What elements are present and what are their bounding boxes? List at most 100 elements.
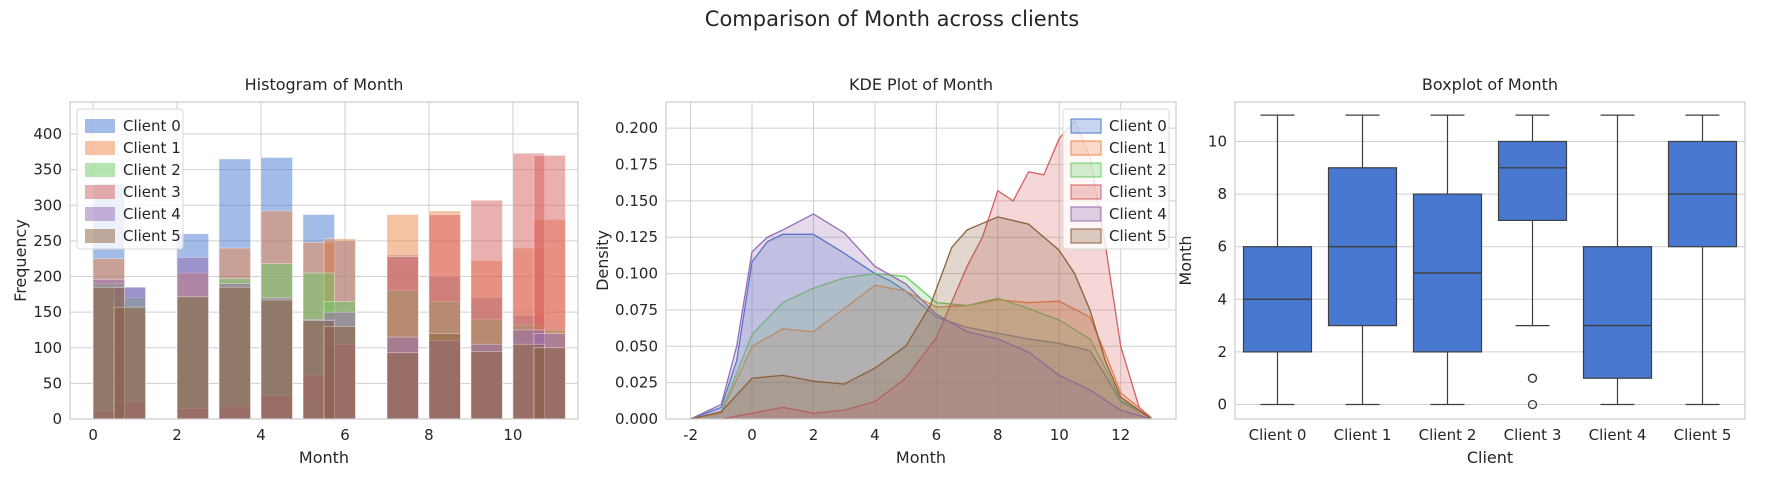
legend-swatch: [85, 163, 115, 177]
y-tick-label: 6: [1217, 238, 1227, 256]
plot-frame: [1234, 101, 1746, 420]
x-tick-label: Client 1: [1334, 426, 1392, 444]
legend-label: Client 3: [123, 183, 181, 201]
x-tick-label: -2: [683, 426, 698, 444]
y-tick-label: 0.000: [615, 410, 658, 428]
kde-area: [690, 234, 1152, 419]
legend-label: Client 5: [1109, 227, 1167, 245]
x-tick-label: 6: [340, 426, 350, 444]
kde-area: [690, 273, 1152, 419]
histogram-bar: [260, 299, 293, 420]
histogram-bar: [428, 333, 461, 420]
legend-label: Client 4: [123, 205, 181, 223]
figure-suptitle: Comparison of Month across clients: [705, 7, 1079, 31]
x-tick-label: 0: [747, 426, 757, 444]
y-axis-label: Month: [1176, 235, 1195, 285]
y-tick-label: 400: [33, 125, 62, 143]
x-tick-label: Client 3: [1504, 426, 1562, 444]
y-tick-label: 8: [1217, 185, 1227, 203]
y-axis-label: Frequency: [11, 219, 30, 302]
y-tick-label: 50: [43, 374, 62, 392]
kde-area: [690, 285, 1152, 419]
legend-label: Client 2: [1109, 161, 1167, 179]
histogram-bar: [113, 306, 146, 420]
kde-area: [690, 213, 1152, 419]
legend-swatch: [85, 141, 115, 155]
x-tick-label: 12: [1111, 426, 1130, 444]
x-tick-label: 4: [870, 426, 880, 444]
histogram-bar: [218, 286, 251, 420]
y-tick-label: 0: [52, 410, 62, 428]
y-tick-label: 300: [33, 196, 62, 214]
kde-area: [690, 216, 1152, 419]
plot-frame: [69, 101, 579, 420]
box-iqr: [1497, 140, 1568, 221]
x-tick-label: Client 0: [1249, 426, 1307, 444]
y-tick-label: 4: [1217, 290, 1227, 308]
histogram-bar: [470, 351, 503, 420]
x-tick-label: Client 4: [1589, 426, 1647, 444]
legend-swatch: [1070, 206, 1102, 222]
histogram-panel: 0 2 4 6 8 10050100150200250300350400Histogram…: [11, 75, 579, 467]
legend-swatch: [1070, 228, 1102, 244]
kde-line: [690, 284, 1152, 420]
x-tick-label: 0: [88, 426, 98, 444]
legend-label: Client 1: [123, 139, 181, 157]
x-axis-label: Client: [1467, 448, 1513, 467]
y-tick-label: 0.150: [615, 192, 658, 210]
legend-label: Client 0: [1109, 117, 1167, 135]
box-outlier: [1527, 373, 1538, 383]
kde-line: [690, 216, 1152, 420]
y-tick-label: 100: [33, 339, 62, 357]
panel-title: Histogram of Month: [245, 75, 404, 94]
legend-label: Client 3: [1109, 183, 1167, 201]
y-axis-label: Density: [593, 230, 612, 291]
x-axis-label: Month: [896, 448, 946, 467]
legend-swatch: [85, 229, 115, 243]
legend-swatch: [1070, 184, 1102, 200]
kde-line: [690, 213, 1152, 420]
panel-title: KDE Plot of Month: [849, 75, 993, 94]
histogram-bar: [176, 296, 209, 420]
x-tick-label: Client 2: [1419, 426, 1477, 444]
legend-label: Client 0: [123, 117, 181, 135]
boxplot-panel: Client 0 Client 1 Client 2 Client 3 Client 4…: [1176, 75, 1746, 467]
y-tick-label: 0.175: [615, 156, 658, 174]
y-tick-label: 0.025: [615, 374, 658, 392]
histogram-bar: [386, 352, 419, 420]
legend-label: Client 1: [1109, 139, 1167, 157]
x-tick-label: 2: [809, 426, 819, 444]
plot-frame: [665, 101, 1177, 420]
kde-panel: -2 0 2 4 6 8 10 12 0.000 0.025 0.050 0.075 0.100 0.12…: [593, 75, 1177, 467]
box-iqr: [1582, 246, 1653, 379]
y-tick-label: 150: [33, 303, 62, 321]
histogram-bar: [323, 326, 356, 420]
legend-swatch: [85, 185, 115, 199]
legend-label: Client 2: [123, 161, 181, 179]
y-tick-label: 200: [33, 268, 62, 286]
x-tick-label: 6: [932, 426, 942, 444]
kde-line: [690, 272, 1152, 420]
legend-box: [1062, 108, 1170, 250]
y-tick-label: 350: [33, 161, 62, 179]
x-tick-label: 10: [1050, 426, 1069, 444]
kde-area: [721, 120, 1152, 420]
kde-line: [690, 233, 1152, 420]
y-tick-label: 2: [1217, 343, 1227, 361]
x-tick-label: 8: [424, 426, 434, 444]
x-tick-label: 4: [256, 426, 266, 444]
x-axis-label: Month: [299, 448, 349, 467]
x-tick-label: Client 5: [1674, 426, 1732, 444]
legend-swatch: [85, 207, 115, 221]
legend-swatch: [85, 119, 115, 133]
y-tick-label: 0: [1217, 396, 1227, 414]
y-tick-label: 10: [1208, 132, 1227, 150]
box-outlier: [1527, 399, 1538, 410]
panel-title: Boxplot of Month: [1422, 75, 1558, 94]
y-tick-label: 0.050: [615, 337, 658, 355]
y-tick-label: 0.100: [615, 265, 658, 283]
legend-swatch: [1070, 118, 1102, 134]
legend-label: Client 4: [1109, 205, 1167, 223]
legend-label: Client 5: [123, 227, 181, 245]
